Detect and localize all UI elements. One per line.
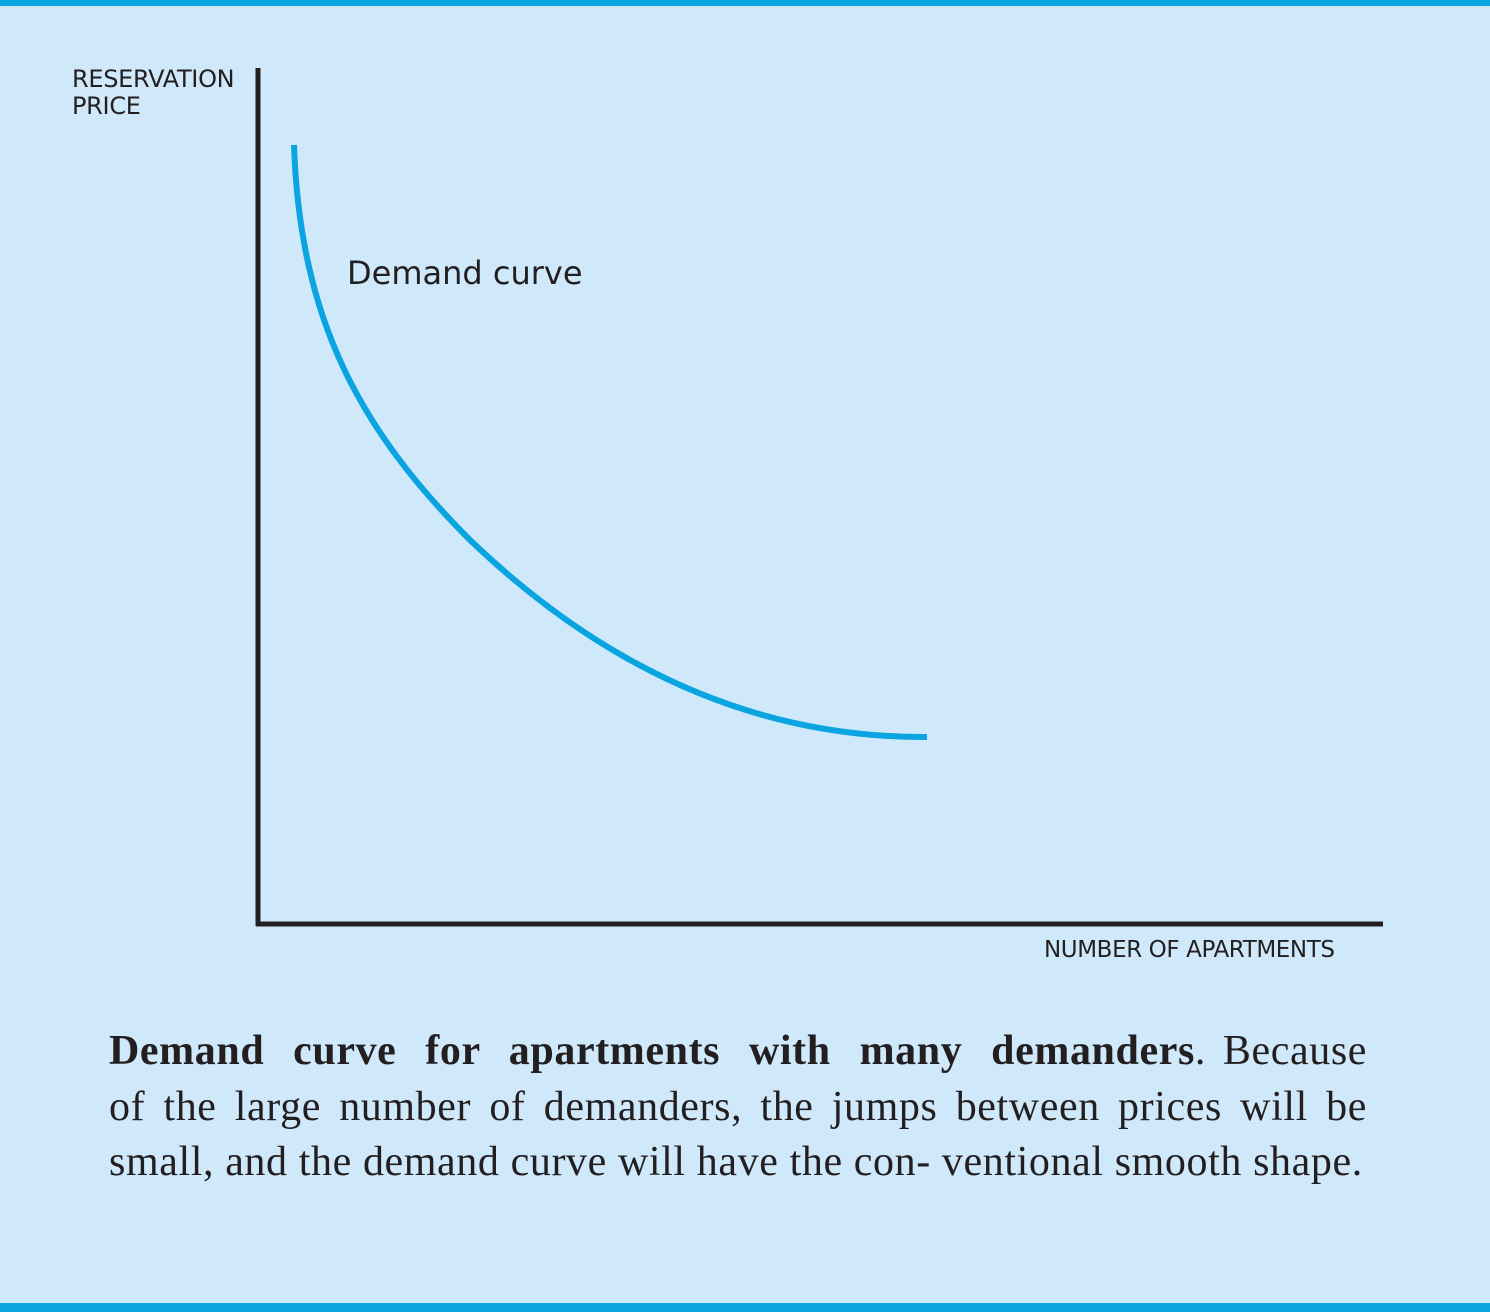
demand-curve-label: Demand curve xyxy=(347,254,583,292)
x-axis-label: NUMBER OF APARTMENTS xyxy=(1044,937,1335,963)
demand-chart xyxy=(255,68,1383,927)
bottom-border xyxy=(0,1303,1490,1312)
caption-title: Demand curve for apartments with many de… xyxy=(109,1028,1195,1074)
demand-curve-line xyxy=(291,144,928,741)
y-axis-label: RESERVATION PRICE xyxy=(72,65,235,120)
top-border xyxy=(0,0,1490,6)
figure-caption: Demand curve for apartments with many de… xyxy=(109,1028,1367,1185)
caption-body: Because of the large number of demanders… xyxy=(109,1028,1367,1185)
y-axis-label-line1: RESERVATION xyxy=(72,65,235,93)
y-axis-label-line2: PRICE xyxy=(72,92,141,120)
